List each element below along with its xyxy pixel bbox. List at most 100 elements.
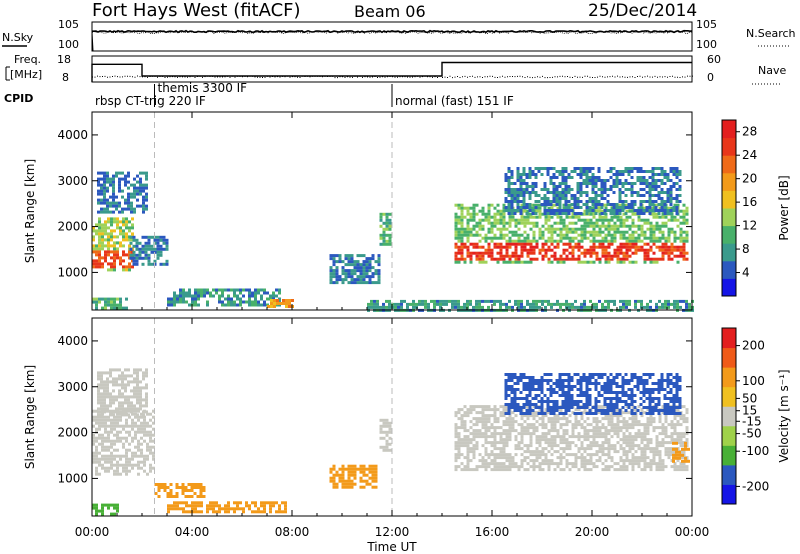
power-panel-cell	[514, 251, 518, 255]
power-panel-cell	[682, 239, 686, 243]
power-panel-cell	[555, 200, 559, 203]
power-panel-cell	[107, 238, 110, 242]
power-panel-cell	[655, 227, 659, 231]
power-panel-cell	[122, 238, 125, 242]
velocity-panel-cell	[118, 395, 121, 399]
velocity-panel-cell	[631, 420, 635, 424]
power-panel-cell	[676, 302, 679, 306]
velocity-panel-cell	[598, 432, 602, 436]
power-panel-cell	[517, 242, 521, 246]
power-panel-cell	[583, 299, 586, 303]
velocity-panel-cell	[616, 414, 620, 418]
velocity-panel-cell	[625, 435, 629, 439]
power-panel-cell	[101, 297, 104, 301]
power-panel-region-1	[97, 171, 148, 214]
power-panel-cell	[127, 195, 130, 199]
power-panel-cell	[373, 305, 376, 309]
velocity-panel-cell	[661, 405, 665, 409]
power-panel-cell	[236, 288, 239, 292]
power-panel-cell	[130, 204, 133, 208]
power-panel-cell	[630, 182, 634, 185]
power-panel-cell	[664, 299, 667, 303]
velocity-panel-cell	[143, 418, 146, 422]
velocity-panel-cell	[558, 379, 562, 382]
velocity-panel-cell	[565, 465, 569, 469]
power-panel-cell	[589, 254, 593, 258]
velocity-panel-cell	[528, 379, 532, 382]
velocity-panel-cell	[562, 441, 566, 445]
power-panel-cell	[525, 191, 529, 194]
power-panel-cell	[556, 221, 560, 225]
power-panel-cell	[618, 191, 622, 194]
power-panel-cell	[403, 299, 406, 303]
power-panel-cell	[571, 206, 575, 210]
power-panel-cell	[156, 238, 160, 242]
power-panel-cell	[561, 173, 565, 176]
power-panel-cell	[469, 227, 473, 231]
velocity-panel-cell	[472, 447, 476, 451]
power-panel-cell	[95, 232, 98, 236]
power-panel-cell	[570, 194, 574, 197]
power-panel-cell	[652, 242, 656, 246]
power-panel-cell	[493, 215, 497, 219]
power-panel-cell	[553, 257, 557, 261]
velocity-panel-cell	[113, 415, 116, 419]
power-panel-cell	[454, 203, 458, 207]
velocity-panel-cell	[125, 439, 128, 443]
power-panel-cell	[546, 170, 550, 173]
velocity-panel-cell	[541, 423, 545, 427]
power-panel-cell	[622, 224, 626, 228]
power-panel-cell	[553, 245, 557, 249]
power-panel-cell	[660, 197, 664, 200]
power-panel-cell	[332, 269, 336, 273]
power-panel-cell	[651, 167, 655, 170]
power-panel-cell	[601, 248, 605, 252]
velocity-panel-cell	[591, 406, 595, 409]
velocity-panel-cell	[643, 435, 647, 439]
velocity-panel-cell	[163, 486, 167, 489]
power-panel-cell	[124, 180, 127, 184]
power-panel-cell	[664, 251, 668, 255]
power-panel-cell	[616, 257, 620, 261]
power-panel-cell	[218, 300, 221, 304]
power-panel-cell	[562, 224, 566, 228]
power-panel-cell	[643, 305, 646, 309]
power-panel-cell	[619, 233, 623, 237]
power-panel-cell	[344, 263, 348, 267]
power-panel-cell	[112, 186, 115, 190]
velocity-panel-cell	[631, 465, 635, 469]
power-panel-region-5	[267, 299, 294, 308]
power-panel-cell	[519, 185, 523, 188]
power-panel-cell	[625, 230, 629, 234]
velocity-panel-cell	[558, 412, 562, 415]
power-panel-cell	[110, 232, 113, 236]
velocity-panel-cell	[631, 414, 635, 418]
power-panel-cell	[556, 215, 560, 219]
velocity-panel-cell	[388, 430, 392, 434]
velocity-panel-cell	[568, 441, 572, 445]
power-panel-cell	[618, 209, 622, 212]
velocity-panel-cell	[588, 388, 592, 391]
power-panel-cell	[673, 215, 677, 219]
velocity-panel-cell	[143, 469, 146, 473]
power-panel-cell	[661, 251, 665, 255]
velocity-panel-cell	[475, 417, 479, 421]
power-panel-cell	[550, 215, 554, 219]
velocity-panel-cell	[341, 479, 345, 483]
power-panel-cell	[132, 238, 136, 242]
velocity-panel-cell	[508, 414, 512, 418]
velocity-panel-cell	[484, 429, 488, 433]
power-panel-cell	[101, 247, 104, 251]
velocity-panel-cell	[121, 374, 124, 378]
velocity-panel-cell	[103, 383, 106, 387]
velocity-panel-cell	[610, 435, 614, 439]
power-panel-cell	[592, 242, 596, 246]
power-panel-cell	[657, 212, 661, 215]
power-panel-cell	[505, 302, 508, 306]
velocity-panel-cell	[493, 432, 497, 436]
velocity-panel-cell	[92, 503, 95, 507]
velocity-panel-cell	[561, 403, 565, 406]
power-panel-cell	[98, 256, 101, 260]
velocity-panel-cell	[676, 414, 680, 418]
power-panel-cell	[540, 167, 544, 170]
